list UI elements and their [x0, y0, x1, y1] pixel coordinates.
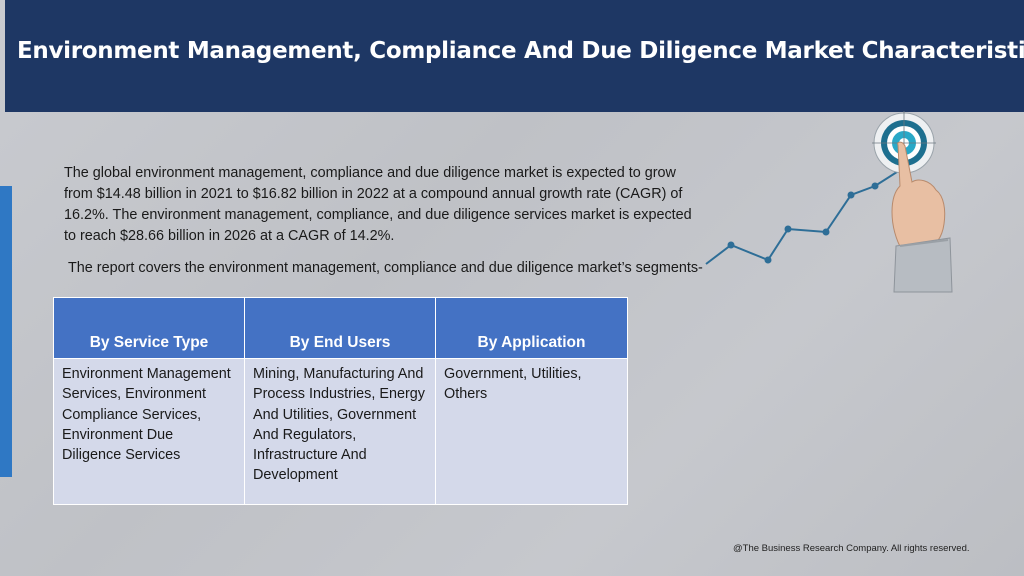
accent-bar [0, 186, 12, 477]
pointing-hand-icon [891, 141, 953, 293]
cell-application: Government, Utilities, Others [435, 358, 628, 505]
intro-paragraph: The global environment management, compl… [64, 165, 692, 244]
page-title: Environment Management, Compliance And D… [17, 38, 1024, 64]
cell-service-type: Environment Management Services, Environ… [53, 358, 245, 505]
table-row: Environment Management Services, Environ… [53, 358, 628, 505]
segments-table: By Service Type By End Users By Applicat… [53, 297, 628, 505]
header-end-users: By End Users [244, 297, 436, 359]
segments-note: The report covers the environment manage… [68, 260, 703, 276]
cell-end-users: Mining, Manufacturing And Process Indust… [244, 358, 436, 505]
growth-graphic [705, 111, 953, 293]
table-header-row: By Service Type By End Users By Applicat… [53, 297, 628, 359]
title-banner: Environment Management, Compliance And D… [5, 0, 1024, 112]
header-application: By Application [435, 297, 628, 359]
target-icon [872, 111, 936, 175]
growth-line-icon [705, 169, 901, 265]
copyright-footer: @The Business Research Company. All righ… [733, 543, 970, 554]
header-service-type: By Service Type [53, 297, 245, 359]
